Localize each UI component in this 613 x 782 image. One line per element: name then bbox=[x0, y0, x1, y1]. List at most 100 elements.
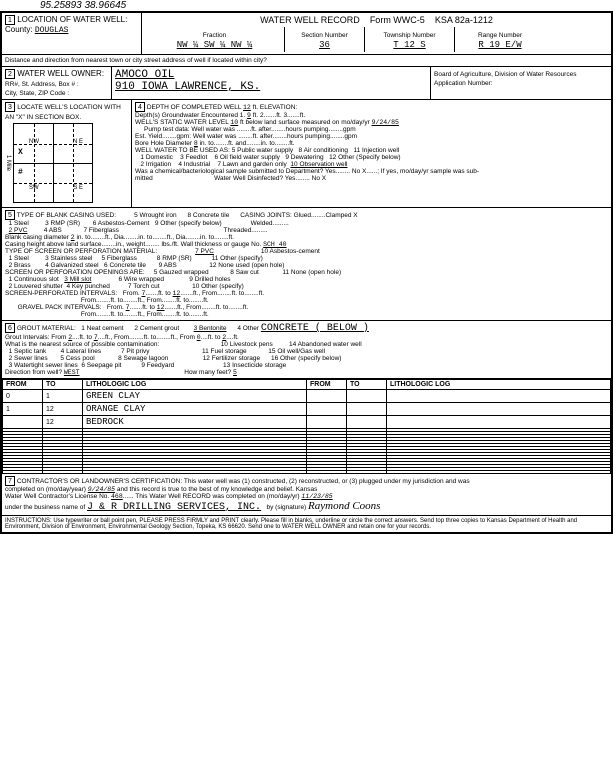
log-cell bbox=[307, 416, 347, 429]
range-label: Range Number bbox=[478, 32, 522, 39]
co9: 9 Feedyard bbox=[141, 362, 174, 369]
screen-title: TYPE OF SCREEN OR PERFORATION MATERIAL: bbox=[5, 248, 157, 255]
x-mark-1: X bbox=[18, 148, 23, 157]
bore-value: 8 bbox=[194, 140, 198, 147]
openings-title: SCREEN OR PERFORATION OPENINGS ARE: bbox=[5, 269, 145, 276]
oo8: 8 Saw cut bbox=[230, 269, 259, 276]
township-label: Township Number bbox=[383, 32, 435, 39]
section-4-num: 4 bbox=[135, 102, 145, 112]
form-title: WATER WELL RECORD bbox=[260, 15, 360, 25]
depth-value: 12 bbox=[243, 104, 251, 111]
signature: Raymond Coons bbox=[308, 500, 380, 512]
casing-height-label: Casing height above land surface bbox=[5, 241, 101, 248]
county-label: County: bbox=[5, 25, 33, 34]
rec-date: 11/23/85 bbox=[301, 493, 332, 500]
section-1-num: 1 bbox=[5, 15, 15, 25]
gauge-value: SCH 40 bbox=[263, 241, 286, 248]
oo2: 2 Louvered shutter bbox=[9, 283, 63, 290]
elev-label: ft. ELEVATION: bbox=[253, 104, 298, 111]
s1-title: LOCATION OF WATER WELL: bbox=[17, 15, 127, 24]
co15: 15 Oil well/Gas well bbox=[268, 348, 325, 355]
co4: 4 Lateral lines bbox=[61, 348, 101, 355]
pump-label: Pump test data: bbox=[144, 126, 190, 133]
address-value: 910 IOWA LAWRENCE, KS. bbox=[115, 81, 260, 93]
township-value: T 12 S bbox=[393, 40, 425, 50]
disinfect-no: No X bbox=[312, 175, 326, 182]
sw-label: SW bbox=[29, 185, 39, 191]
log-cell bbox=[347, 403, 387, 416]
oo6: 6 Wire wrapped bbox=[118, 276, 164, 283]
co14: 14 Abandoned water well bbox=[289, 341, 362, 348]
perf-to: 12 bbox=[173, 290, 181, 297]
section-value: 36 bbox=[319, 40, 330, 50]
oo10: 10 Other (specify) bbox=[192, 283, 244, 290]
ne-label: N E bbox=[73, 139, 83, 145]
board-label: Board of Agriculture, Division of Water … bbox=[434, 71, 576, 78]
co16: 16 Other (specify below) bbox=[271, 355, 341, 362]
static-suffix: ft below land surface measured on mo/day… bbox=[240, 119, 370, 126]
c3: 3 RMP (SR) bbox=[45, 220, 80, 227]
gw1-value: 9 bbox=[247, 112, 251, 119]
section-3-num: 3 bbox=[5, 102, 15, 112]
c7: 7 Fiberglass bbox=[83, 227, 118, 234]
gravel-to: 12 bbox=[157, 304, 165, 311]
handwritten-coords: 95.25893 38.96645 bbox=[0, 0, 613, 11]
so4: 4 Galvanized steel bbox=[45, 262, 98, 269]
oo7: 7 Torch cut bbox=[128, 283, 160, 290]
sample-no: No X bbox=[352, 168, 366, 175]
log-cell bbox=[307, 390, 347, 403]
use-10: 10 Observation well bbox=[290, 161, 347, 168]
blank-dia-label: Blank casing diameter bbox=[5, 234, 69, 241]
co12: 12 Fertilizer storage bbox=[203, 355, 260, 362]
dir-value: WEST bbox=[64, 369, 80, 376]
log-h-lith2: LITHOLOGIC LOG bbox=[387, 380, 611, 390]
log-cell: 0 bbox=[3, 390, 43, 403]
joints: CASING JOINTS: Glued........Clamped X bbox=[240, 212, 357, 219]
app-label: Application Number: bbox=[434, 80, 493, 87]
c1: 1 Steel bbox=[9, 220, 29, 227]
cert2-text: and this record is true to the best of m… bbox=[117, 486, 318, 493]
instructions: INSTRUCTIONS: Use typewriter or ball poi… bbox=[2, 516, 611, 532]
business-label: under the business name of bbox=[5, 504, 85, 511]
use-5: 5 Public water supply bbox=[232, 147, 293, 154]
c8: 8 Concrete tile bbox=[187, 212, 229, 219]
use-4: 4 Industrial bbox=[178, 161, 210, 168]
screen-sel: 7 PVC bbox=[195, 248, 214, 255]
rr-label: RR#, St. Address, Box # : bbox=[5, 81, 79, 88]
fraction-value: NW ¼ SW ¼ NW ¼ bbox=[177, 40, 253, 50]
use-3: 3 Feedlot bbox=[180, 154, 207, 161]
use-1: 1 Domestic bbox=[140, 154, 173, 161]
use-12: 12 Other (Specify below) bbox=[329, 154, 401, 161]
sample-label: Was a chemical/bacteriological sample su… bbox=[135, 168, 336, 175]
gravel-from: 7 bbox=[126, 304, 130, 311]
grout2-from: 0 bbox=[197, 334, 201, 341]
s2-title: WATER WELL OWNER: bbox=[17, 69, 104, 78]
log-cell bbox=[347, 416, 387, 429]
co2: 2 Sewer lines bbox=[9, 355, 48, 362]
log-cell: BEDROCK bbox=[83, 416, 307, 429]
dir-label: Direction from well? bbox=[5, 369, 62, 376]
log-cell bbox=[3, 416, 43, 429]
city-label: City, State, ZIP Code : bbox=[5, 90, 69, 97]
so6: 6 Concrete tile bbox=[104, 262, 146, 269]
log-cell: 1 bbox=[3, 403, 43, 416]
feet-label: How many feet? bbox=[184, 369, 231, 376]
business-value: J & R DRILLING SERVICES, INC. bbox=[87, 502, 261, 513]
g1: 1 Neat cement bbox=[81, 325, 123, 332]
use-7: 7 Lawn and garden only bbox=[217, 161, 286, 168]
oo4: 4 Key punched bbox=[66, 283, 109, 290]
c4: 4 ABS bbox=[44, 227, 62, 234]
co13: 13 Insecticide storage bbox=[223, 362, 286, 369]
so3: 3 Stainless steel bbox=[45, 255, 92, 262]
co5: 5 Cess pool bbox=[60, 355, 94, 362]
co3: 3 Watertight sewer lines bbox=[9, 362, 78, 369]
grout-to: 7 bbox=[94, 334, 98, 341]
cert-text: CONTRACTOR'S OR LANDOWNER'S CERTIFICATIO… bbox=[17, 478, 470, 485]
co8: 8 Sewage lagoon bbox=[118, 355, 168, 362]
county-value: DOUGLAS bbox=[35, 26, 69, 35]
so8: 8 RMP (SR) bbox=[157, 255, 192, 262]
section-5-num: 5 bbox=[5, 210, 15, 220]
threaded: Threaded......... bbox=[223, 227, 267, 234]
log-cell: ORANGE CLAY bbox=[83, 403, 307, 416]
distance-label: Distance and direction from nearest town… bbox=[2, 55, 611, 66]
